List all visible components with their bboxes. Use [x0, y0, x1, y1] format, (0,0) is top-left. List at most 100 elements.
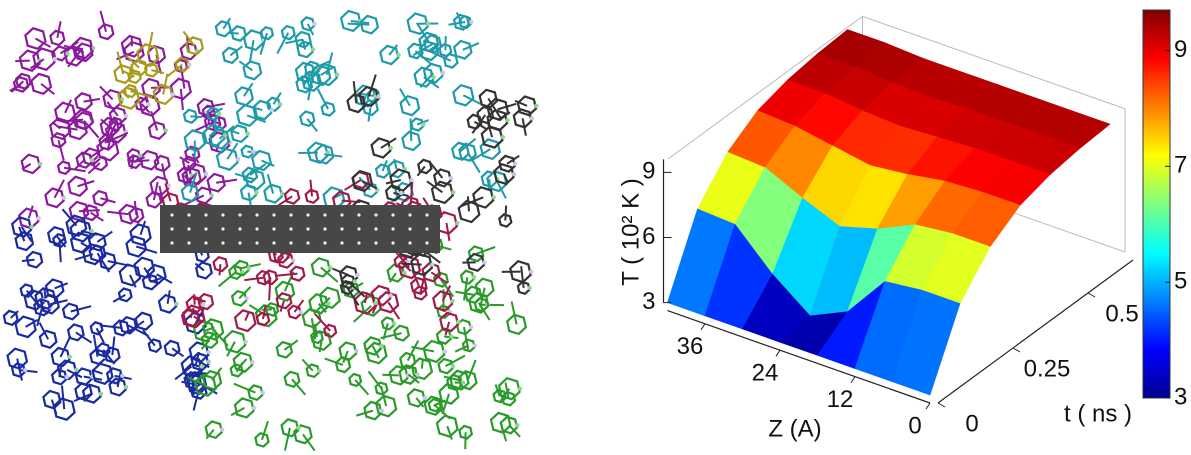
bond: [353, 305, 372, 323]
atom: [291, 258, 296, 263]
atom: [449, 334, 454, 339]
nanotube-atom: [221, 213, 225, 217]
atom-ring: [323, 323, 338, 339]
atom-ring: [50, 346, 71, 368]
bond: [18, 369, 38, 373]
bond: [18, 226, 26, 242]
atom-ring: [147, 120, 167, 141]
atom-ring: [67, 175, 89, 197]
bond: [116, 51, 125, 75]
nanotube-atom: [357, 213, 361, 217]
atom-ring: [34, 287, 57, 310]
atom-ring: [374, 163, 391, 179]
bond: [54, 282, 69, 290]
bond: [83, 120, 100, 139]
atom-ring: [255, 311, 271, 327]
atom-ring: [180, 183, 200, 203]
atom-ring: [410, 252, 434, 277]
atom: [240, 270, 245, 275]
bond: [244, 310, 251, 322]
bond: [125, 54, 140, 69]
nanotube-atom: [238, 227, 242, 231]
atom: [186, 62, 192, 67]
bond: [514, 99, 528, 107]
bond: [189, 307, 195, 319]
nanotube-atom: [238, 213, 242, 217]
bond: [409, 181, 414, 206]
atom-ring: [259, 25, 275, 41]
bond: [166, 63, 183, 78]
atom-ring: [192, 319, 216, 343]
z-tick-label: 3: [642, 288, 655, 315]
atom: [398, 190, 404, 196]
bond: [285, 38, 304, 45]
atom-ring: [304, 188, 320, 205]
bond: [143, 267, 152, 279]
atom-ring: [65, 214, 88, 237]
bond: [276, 32, 290, 55]
atom: [505, 117, 510, 123]
atom-ring: [413, 66, 435, 88]
atom-ring: [130, 58, 148, 77]
bond: [466, 151, 481, 174]
atom-ring: [134, 96, 150, 112]
atom-ring: [346, 93, 367, 114]
bond: [87, 162, 101, 175]
atom-ring: [359, 14, 380, 35]
atom-ring: [103, 346, 121, 364]
bond: [179, 156, 190, 164]
bond: [235, 361, 244, 373]
bond: [354, 379, 370, 396]
atom-ring: [108, 377, 128, 397]
atom-ring: [96, 137, 120, 162]
bond: [381, 160, 388, 172]
atom: [471, 275, 477, 280]
atom-ring: [202, 123, 226, 147]
bond: [317, 303, 327, 313]
atom: [335, 72, 340, 77]
x-tick-label: 0: [908, 412, 921, 439]
nanotube-atom: [374, 241, 378, 245]
bond: [420, 358, 424, 369]
atom-ring: [478, 88, 499, 109]
bond: [462, 94, 483, 106]
bond: [441, 285, 452, 302]
bond: [80, 241, 93, 250]
atom-ring: [338, 341, 358, 361]
atom-ring: [459, 269, 475, 285]
bond: [455, 11, 463, 23]
atom: [310, 47, 316, 52]
atom-ring: [205, 106, 221, 122]
atom: [354, 348, 359, 354]
atom-ring: [98, 251, 117, 271]
bond: [107, 210, 129, 216]
atom-ring: [38, 329, 58, 349]
atom-ring: [184, 162, 207, 186]
atom-ring: [311, 329, 332, 352]
bond: [448, 21, 466, 26]
atom-ring: [457, 369, 478, 391]
bond: [455, 290, 474, 296]
atom-ring: [240, 144, 255, 159]
atom: [421, 122, 426, 127]
atom-ring: [74, 92, 93, 112]
atom-ring: [310, 257, 331, 278]
atom-ring: [430, 180, 455, 205]
atom: [89, 157, 95, 163]
bond: [471, 114, 487, 134]
bond: [217, 271, 237, 288]
atom: [260, 390, 266, 395]
atom-ring: [422, 34, 443, 54]
colorbar: [1142, 9, 1171, 399]
nanotube-atom: [306, 241, 310, 245]
nanotube-atom: [204, 213, 208, 217]
bond: [466, 196, 470, 212]
y-axis-label: t ( ns ): [1064, 400, 1132, 427]
atom: [65, 51, 70, 56]
atom-ring: [183, 129, 207, 153]
atom: [235, 156, 241, 162]
atom-ring: [457, 199, 481, 224]
atom-ring: [305, 363, 321, 379]
x-axis: [667, 310, 931, 404]
y-tick: [1087, 292, 1096, 298]
